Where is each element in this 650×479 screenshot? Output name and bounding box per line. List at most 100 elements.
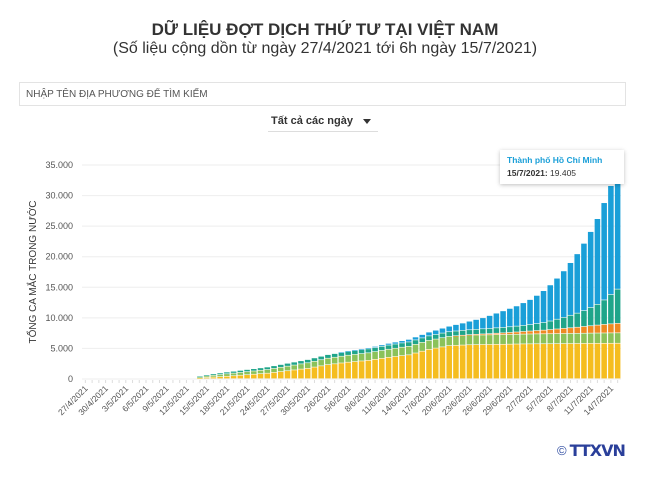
bar-segment-s2 <box>412 344 419 353</box>
bar-segment-s4 <box>230 371 237 373</box>
bar-segment-s2 <box>547 334 554 344</box>
date-filter-dropdown[interactable]: Tất cả các ngày <box>268 112 374 130</box>
search-input[interactable]: NHẬP TÊN ĐỊA PHƯƠNG ĐỂ TÌM KIẾM <box>19 82 626 106</box>
bar-segment-s3 <box>459 335 466 337</box>
bar-segment-s2 <box>507 334 513 344</box>
bar-segment-s2 <box>486 335 493 345</box>
bar-segment-s4 <box>560 317 567 329</box>
bar-segment-s1 <box>614 343 621 379</box>
bar-segment-s4 <box>426 336 432 341</box>
bar-segment-s4 <box>392 344 399 348</box>
bar-segment-s1 <box>473 344 479 379</box>
y-tick-label: 35.000 <box>45 160 73 170</box>
bar-segment-s3 <box>594 325 601 333</box>
bar-segment-s1 <box>527 344 533 379</box>
bar-segment-hcm <box>399 341 405 343</box>
bar-segment-s3 <box>507 332 513 335</box>
bar-segment-hcm <box>439 328 446 333</box>
bar-segment-s3 <box>574 327 580 334</box>
bar-segment-s2 <box>432 339 439 348</box>
bar-segment-s2 <box>459 336 466 345</box>
bar-segment-s4 <box>473 329 479 335</box>
bar-segment-hcm <box>560 271 567 318</box>
bar-segment-s4 <box>513 326 520 332</box>
bar-segment-s4 <box>419 338 426 343</box>
bar-segment-s2 <box>203 376 210 378</box>
bar-segment-s4 <box>318 356 324 360</box>
bar-segment-s4 <box>453 331 459 336</box>
bar-segment-s4 <box>264 367 271 370</box>
bar-segment-hcm <box>581 243 587 311</box>
bar-segment-s4 <box>567 315 574 328</box>
bar-segment-s2 <box>284 366 291 371</box>
bar-segment-s1 <box>345 362 351 379</box>
bar-segment-s1 <box>601 343 607 379</box>
bar-segment-s2 <box>271 368 277 373</box>
page-title: DỮ LIỆU ĐỢT DỊCH THỨ TƯ TẠI VIỆT NAM <box>151 20 499 39</box>
bar-segment-hcm <box>608 185 614 295</box>
bar-segment-s2 <box>399 347 405 356</box>
bar-segment-s2 <box>493 334 500 345</box>
bar-segment-s1 <box>318 366 324 379</box>
bar-segment-s1 <box>466 345 473 379</box>
bar-segment-hcm <box>527 299 533 325</box>
y-tick-label: 10.000 <box>45 313 73 323</box>
bar-segment-hcm <box>587 231 594 308</box>
bar-segment-s2 <box>534 334 540 344</box>
bar-segment-s2 <box>264 369 271 373</box>
bar-segment-hcm <box>459 323 466 331</box>
bar-segment-s4 <box>399 343 405 347</box>
bar-segment-s4 <box>480 329 486 334</box>
bar-segment-s3 <box>608 324 614 333</box>
bar-segment-s1 <box>325 364 331 379</box>
bar-segment-s2 <box>446 336 452 346</box>
bar-segment-s1 <box>392 356 399 379</box>
ttxvn-logo: © TTXVN <box>557 441 626 460</box>
page-subtitle: (Số liệu cộng dồn từ ngày 27/4/2021 tới … <box>112 40 538 57</box>
bar-segment-s1 <box>385 357 392 379</box>
bar-segment-s3 <box>601 324 607 333</box>
bar-segment-s1 <box>271 372 277 379</box>
bar-segment-s3 <box>513 332 520 334</box>
bar-segment-s2 <box>325 358 331 365</box>
bar-segment-s1 <box>217 376 223 379</box>
bar-segment-s3 <box>453 336 459 337</box>
tooltip-value: 19.405 <box>550 168 577 178</box>
bar-segment-s3 <box>527 331 533 334</box>
bar-segment-s3 <box>581 326 587 333</box>
bar-segment-s1 <box>419 351 426 379</box>
bar-segment-hcm <box>540 291 547 323</box>
bar-segment-s2 <box>217 374 223 377</box>
bar-segment-s2 <box>311 361 318 367</box>
bar-segment-hcm <box>372 346 378 348</box>
bar-segment-s1 <box>587 343 594 379</box>
bar-segment-s3 <box>567 328 574 334</box>
bar-segment-s1 <box>560 343 567 379</box>
bar-segment-s1 <box>372 359 378 379</box>
bar-segment-s1 <box>412 353 419 379</box>
bar-segment-s3 <box>466 334 473 336</box>
bar-segment-s4 <box>237 370 244 373</box>
bar-segment-s1 <box>493 344 500 379</box>
bar-segment-s3 <box>493 333 500 335</box>
tooltip-date: 15/7/2021: <box>507 168 548 178</box>
y-tick-label: 30.000 <box>45 191 73 201</box>
bar-segment-s4 <box>486 328 493 334</box>
bar-segment-s3 <box>520 331 527 334</box>
bar-segment-s4 <box>608 294 614 324</box>
tooltip-series-name: Thành phố Hồ Chí Minh <box>507 155 603 165</box>
bar-segment-s2 <box>500 334 506 344</box>
bar-segment-s1 <box>574 343 580 379</box>
bar-segment-s1 <box>203 377 210 379</box>
bar-segment-s4 <box>601 300 607 325</box>
bar-segment-s1 <box>399 355 405 379</box>
bar-segment-s4 <box>338 352 345 356</box>
bar-segment-s4 <box>352 350 358 355</box>
bar-segment-s4 <box>466 330 473 335</box>
bar-segment-s2 <box>426 340 432 350</box>
y-tick-label: 5.000 <box>50 343 73 353</box>
bar-segment-s4 <box>217 373 223 375</box>
bar-segment-hcm <box>486 315 493 329</box>
